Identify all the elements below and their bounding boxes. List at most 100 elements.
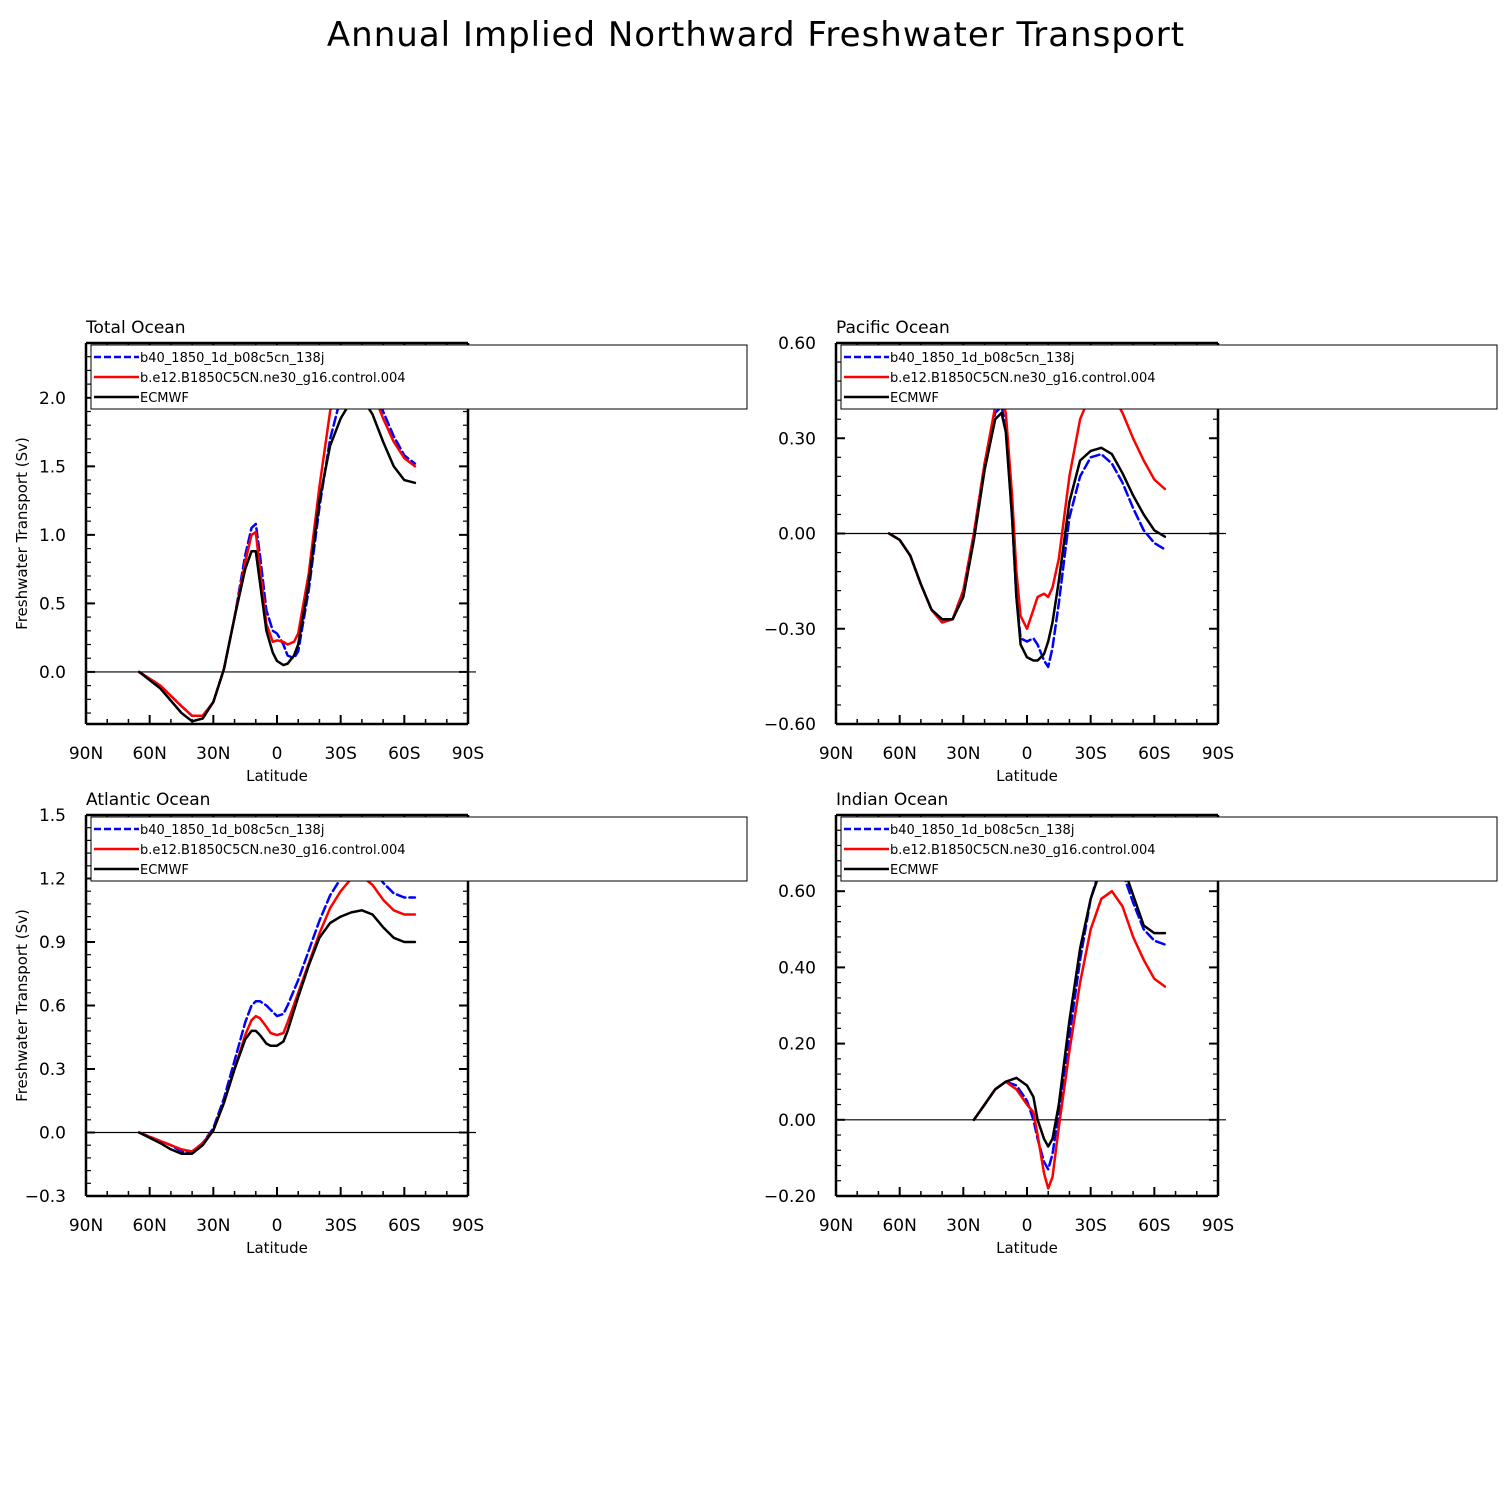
x-tick-label: 60S: [388, 1216, 420, 1236]
y-tick-label: 0.60: [778, 334, 816, 354]
y-tick-label: 1.0: [39, 526, 66, 546]
x-tick-label: 60S: [388, 744, 420, 764]
x-tick-label: 0: [272, 1216, 283, 1236]
legend-label-3: ECMWF: [140, 391, 189, 406]
x-tick-label: 60N: [882, 744, 916, 764]
legend-box: [90, 816, 748, 882]
panel-title: Total Ocean: [85, 318, 186, 338]
legend: b40_1850_1d_b08c5cn_138j b.e12.B1850C5CN.…: [840, 344, 1498, 410]
x-tick-label: 60N: [132, 744, 166, 764]
y-tick-label: 0.0: [39, 663, 66, 683]
series-line-1: [137, 860, 417, 1153]
y-axis-label: Freshwater Transport (Sv): [13, 437, 31, 630]
x-tick-label: 30N: [196, 1216, 230, 1236]
series-line-3: [137, 909, 417, 1155]
y-tick-label: −0.20: [764, 1187, 816, 1207]
legend-box: [840, 816, 1498, 882]
legend-label-1: b40_1850_1d_b08c5cn_138j: [140, 351, 324, 366]
y-tick-label: 0.40: [778, 958, 816, 978]
x-tick-label: 30S: [324, 1216, 356, 1236]
panels: Total Ocean 90N 60N 30N 0 30S 60S 90S 0.0 0.5 1.0 1…: [13, 318, 1498, 1257]
series-group: [887, 386, 1167, 669]
series-line-3: [137, 396, 417, 723]
y-tick-label: −0.60: [764, 715, 816, 735]
series-group: [972, 851, 1167, 1190]
x-axis-label: Latitude: [996, 1239, 1058, 1257]
y-tick-label: 0.9: [39, 933, 66, 953]
series-group: [137, 860, 417, 1155]
y-tick-label: 0.6: [39, 997, 66, 1017]
x-tick-label: 60N: [882, 1216, 916, 1236]
y-tick-label: 0.5: [39, 594, 66, 614]
figure-title: Annual Implied Northward Freshwater Tran…: [327, 15, 1185, 55]
x-tick-label: 30S: [324, 744, 356, 764]
series-line-2: [972, 889, 1167, 1190]
legend-box: [840, 344, 1498, 410]
legend-box: [90, 344, 748, 410]
legend-label-2: b.e12.B1850C5CN.ne30_g16.control.004: [140, 843, 406, 858]
series-line-1: [972, 855, 1167, 1171]
panel-title: Pacific Ocean: [836, 318, 950, 338]
y-tick-label: −0.3: [25, 1187, 66, 1207]
x-axis-label: Latitude: [246, 767, 308, 785]
y-tick-label: 0.0: [39, 1124, 66, 1144]
x-tick-label: 30N: [196, 744, 230, 764]
y-tick-label: 1.2: [39, 870, 66, 890]
x-tick-label: 0: [1022, 1216, 1033, 1236]
x-tick-label: 0: [1022, 744, 1033, 764]
legend: b40_1850_1d_b08c5cn_138j b.e12.B1850C5CN.…: [90, 344, 748, 410]
y-tick-label: 0.00: [778, 1111, 816, 1131]
x-tick-label: 90N: [819, 744, 853, 764]
x-tick-label: 90S: [452, 1216, 484, 1236]
legend-label-3: ECMWF: [890, 863, 939, 878]
x-tick-label: 90N: [69, 744, 103, 764]
y-tick-label: 0.3: [39, 1060, 66, 1080]
series-line-3: [887, 411, 1167, 662]
x-axis-label: Latitude: [996, 767, 1058, 785]
y-tick-label: −0.30: [764, 620, 816, 640]
x-tick-label: 30S: [1074, 1216, 1106, 1236]
legend: b40_1850_1d_b08c5cn_138j b.e12.B1850C5CN.…: [840, 816, 1498, 882]
x-tick-label: 0: [272, 744, 283, 764]
series-line-3: [972, 851, 1167, 1148]
y-tick-label: 0.20: [778, 1035, 816, 1055]
x-tick-label: 60N: [132, 1216, 166, 1236]
series-line-1: [137, 369, 417, 718]
legend-label-2: b.e12.B1850C5CN.ne30_g16.control.004: [890, 843, 1156, 858]
x-axis-label: Latitude: [246, 1239, 308, 1257]
panel-title: Indian Ocean: [836, 790, 948, 810]
y-axis-label: Freshwater Transport (Sv): [13, 909, 31, 1102]
x-tick-label: 60S: [1138, 1216, 1170, 1236]
x-tick-label: 90S: [1202, 1216, 1234, 1236]
y-tick-label: 0.60: [778, 882, 816, 902]
legend-label-3: ECMWF: [890, 391, 939, 406]
legend: b40_1850_1d_b08c5cn_138j b.e12.B1850C5CN.…: [90, 816, 748, 882]
x-tick-label: 30N: [946, 744, 980, 764]
x-tick-label: 90N: [69, 1216, 103, 1236]
y-tick-label: 2.0: [39, 389, 66, 409]
legend-label-2: b.e12.B1850C5CN.ne30_g16.control.004: [140, 371, 406, 386]
panel-4: Indian Ocean 90N 60N 30N 0 30S 60S 90S −0.20 0.00…: [764, 790, 1498, 1257]
series-group: [137, 358, 417, 723]
y-tick-label: 0.30: [778, 429, 816, 449]
panel-3: Atlantic Ocean 90N 60N 30N 0 30S 60S 90S −0.3 0.0…: [13, 790, 748, 1257]
legend-label-3: ECMWF: [140, 863, 189, 878]
x-tick-label: 30S: [1074, 744, 1106, 764]
legend-label-2: b.e12.B1850C5CN.ne30_g16.control.004: [890, 371, 1156, 386]
legend-label-1: b40_1850_1d_b08c5cn_138j: [890, 351, 1074, 366]
series-line-2: [887, 386, 1167, 631]
panel-2: Pacific Ocean 90N 60N 30N 0 30S 60S 90S −0.60 −0.…: [764, 318, 1498, 785]
y-tick-label: 1.5: [39, 806, 66, 826]
x-tick-label: 90S: [1202, 744, 1234, 764]
legend-label-1: b40_1850_1d_b08c5cn_138j: [140, 823, 324, 838]
panel-1: Total Ocean 90N 60N 30N 0 30S 60S 90S 0.0 0.5 1.0 1…: [13, 318, 748, 785]
x-tick-label: 60S: [1138, 744, 1170, 764]
x-tick-label: 90N: [819, 1216, 853, 1236]
y-tick-label: 0.00: [778, 525, 816, 545]
y-tick-label: 1.5: [39, 457, 66, 477]
x-tick-label: 30N: [946, 1216, 980, 1236]
x-tick-label: 90S: [452, 744, 484, 764]
legend-label-1: b40_1850_1d_b08c5cn_138j: [890, 823, 1074, 838]
panel-title: Atlantic Ocean: [86, 790, 210, 810]
